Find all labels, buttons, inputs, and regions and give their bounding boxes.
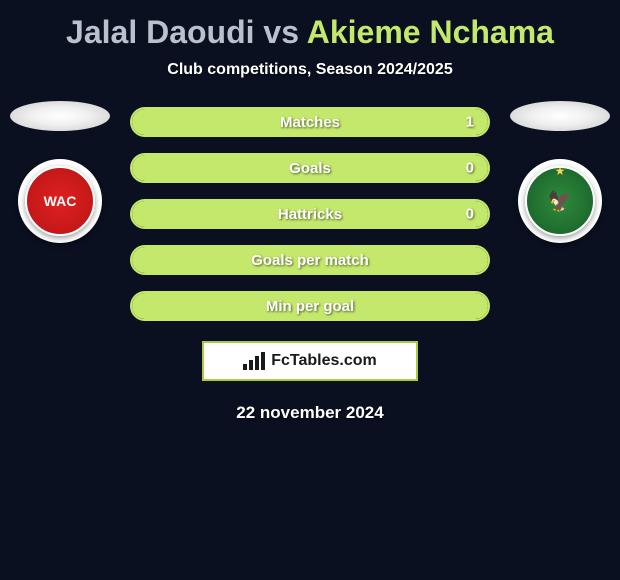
player2-silhouette	[510, 101, 610, 131]
player1-club-badge: WAC	[18, 159, 102, 243]
player2-club-badge: ★ 🦅	[518, 159, 602, 243]
stat-value: 0	[466, 206, 474, 223]
date-text: 22 november 2024	[0, 403, 620, 423]
competition-subtitle: Club competitions, Season 2024/2025	[0, 61, 620, 79]
left-player-column: WAC	[8, 101, 112, 243]
comparison-title: Jalal Daoudi vs Akieme Nchama	[0, 14, 620, 51]
stat-row-min-per-goal: Min per goal	[130, 291, 490, 321]
stat-label: Hattricks	[278, 206, 342, 223]
stat-row-matches: Matches 1	[130, 107, 490, 137]
player1-name: Jalal Daoudi	[66, 14, 255, 50]
stats-column: Matches 1 Goals 0 Hattricks 0 Goals per …	[130, 107, 490, 321]
vs-label: vs	[263, 14, 299, 50]
rca-badge-icon: ★ 🦅	[525, 166, 595, 236]
stat-label: Goals per match	[251, 252, 369, 269]
right-player-column: ★ 🦅	[508, 101, 612, 243]
wac-badge-icon: WAC	[25, 166, 95, 236]
stat-value: 0	[466, 160, 474, 177]
stat-label: Min per goal	[266, 298, 354, 315]
stat-row-goals: Goals 0	[130, 153, 490, 183]
eagle-icon: 🦅	[548, 189, 573, 214]
brand-text: FcTables.com	[271, 352, 377, 370]
brand-box[interactable]: FcTables.com	[202, 341, 418, 381]
stat-label: Goals	[289, 160, 331, 177]
left-club-short: WAC	[44, 193, 77, 209]
bars-icon	[243, 352, 265, 370]
stat-value: 1	[466, 114, 474, 131]
star-icon: ★	[555, 164, 566, 178]
stat-row-goals-per-match: Goals per match	[130, 245, 490, 275]
player2-name: Akieme Nchama	[307, 14, 554, 50]
stat-row-hattricks: Hattricks 0	[130, 199, 490, 229]
player1-silhouette	[10, 101, 110, 131]
stat-label: Matches	[280, 114, 340, 131]
comparison-body: WAC Matches 1 Goals 0 Hattricks 0	[0, 101, 620, 321]
